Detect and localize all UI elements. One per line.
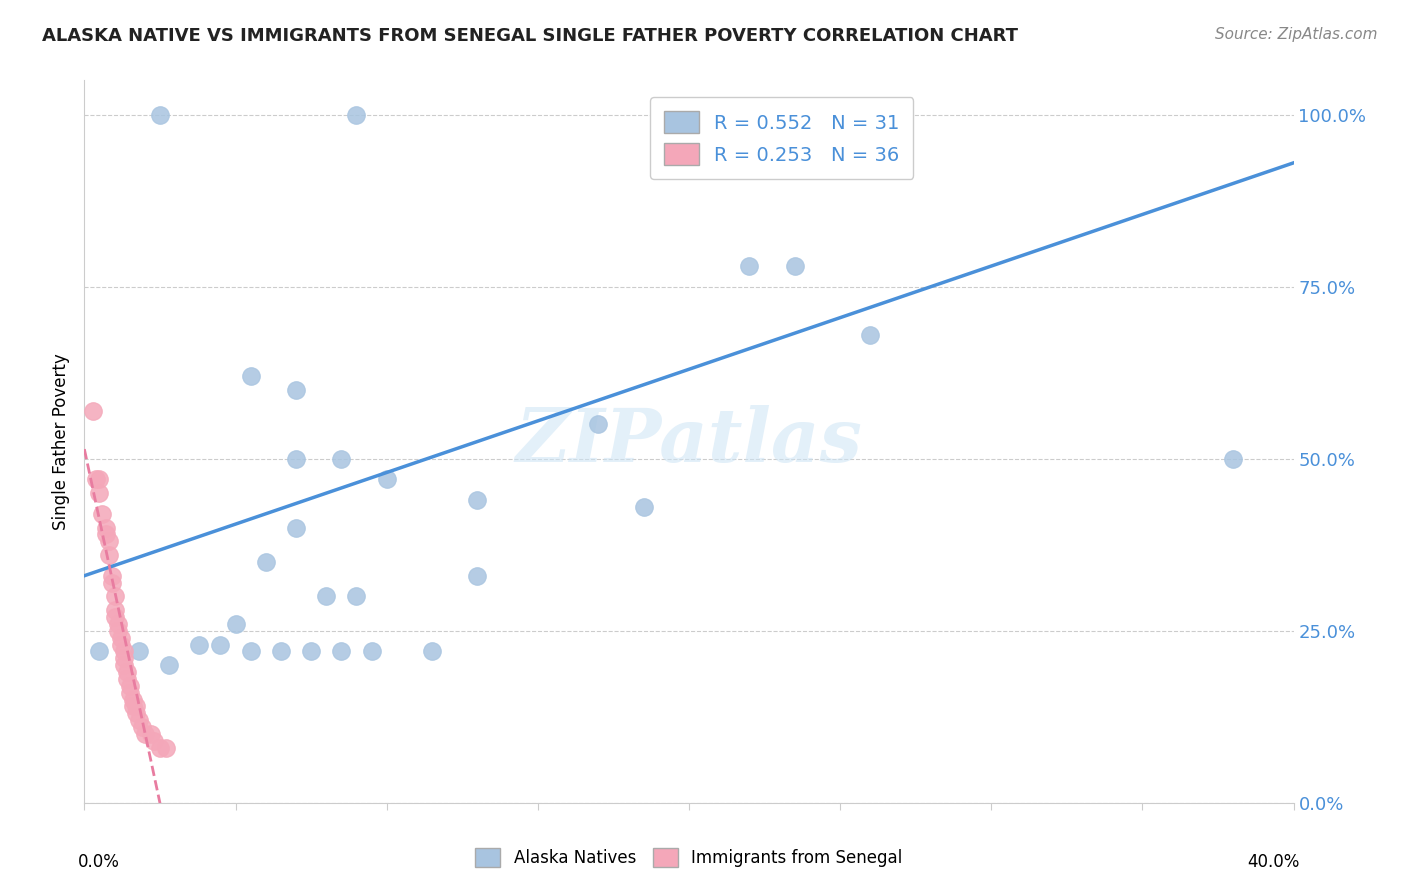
Point (134, 727, 156, 741)
Point (89, 644, 111, 658)
Point (285, 520, 308, 534)
Point (128, 644, 150, 658)
Point (270, 644, 292, 658)
Point (110, 631, 132, 645)
Point (125, 706, 148, 721)
Point (285, 451, 308, 466)
Point (131, 720, 153, 734)
Point (209, 638, 232, 652)
Point (299, 644, 322, 658)
Point (859, 327, 882, 342)
Text: 0.0%: 0.0% (79, 854, 120, 871)
Point (97, 548, 120, 562)
Point (346, 108, 368, 122)
Point (149, 740, 172, 755)
Point (285, 383, 308, 397)
Point (110, 638, 132, 652)
Point (330, 644, 353, 658)
Point (86, 472, 108, 486)
Point (89, 472, 111, 486)
Point (89, 486, 111, 500)
Point (94, 527, 117, 541)
Point (783, 259, 806, 273)
Point (157, 658, 180, 673)
Point (128, 713, 150, 727)
Point (97, 534, 120, 549)
Point (346, 590, 368, 604)
Point (115, 665, 138, 679)
Point (254, 555, 277, 569)
Point (633, 500, 655, 514)
Point (118, 679, 141, 693)
Point (239, 369, 262, 384)
Point (100, 575, 122, 590)
Point (104, 603, 127, 617)
Point (115, 672, 138, 686)
Point (467, 493, 489, 508)
Point (107, 616, 129, 631)
Y-axis label: Single Father Poverty: Single Father Poverty (52, 353, 70, 530)
Text: ALASKA NATIVE VS IMMIGRANTS FROM SENEGAL SINGLE FATHER POVERTY CORRELATION CHART: ALASKA NATIVE VS IMMIGRANTS FROM SENEGAL… (42, 27, 1018, 45)
Point (121, 699, 143, 714)
Point (420, 644, 443, 658)
Point (121, 692, 143, 706)
Point (112, 651, 135, 665)
Point (125, 699, 148, 714)
Point (142, 734, 165, 748)
Point (100, 568, 122, 582)
Point (112, 644, 135, 658)
Point (188, 638, 211, 652)
Text: Source: ZipAtlas.com: Source: ZipAtlas.com (1215, 27, 1378, 42)
Point (139, 727, 162, 741)
Point (82, 403, 104, 417)
Point (91, 507, 114, 521)
Point (149, 108, 172, 122)
Point (118, 686, 141, 700)
Text: 40.0%: 40.0% (1247, 854, 1299, 871)
Point (1222, 451, 1244, 466)
Point (94, 520, 117, 534)
Point (239, 644, 262, 658)
Point (225, 616, 247, 631)
Point (112, 658, 135, 673)
Point (375, 472, 398, 486)
Point (155, 740, 177, 755)
Point (107, 624, 129, 638)
Legend: Alaska Natives, Immigrants from Senegal: Alaska Natives, Immigrants from Senegal (468, 841, 910, 874)
Point (360, 644, 382, 658)
Point (330, 451, 353, 466)
Point (467, 568, 489, 582)
Point (104, 590, 127, 604)
Point (104, 610, 127, 624)
Text: ZIPatlas: ZIPatlas (516, 405, 862, 478)
Point (738, 259, 761, 273)
Point (315, 590, 337, 604)
Point (588, 417, 610, 432)
